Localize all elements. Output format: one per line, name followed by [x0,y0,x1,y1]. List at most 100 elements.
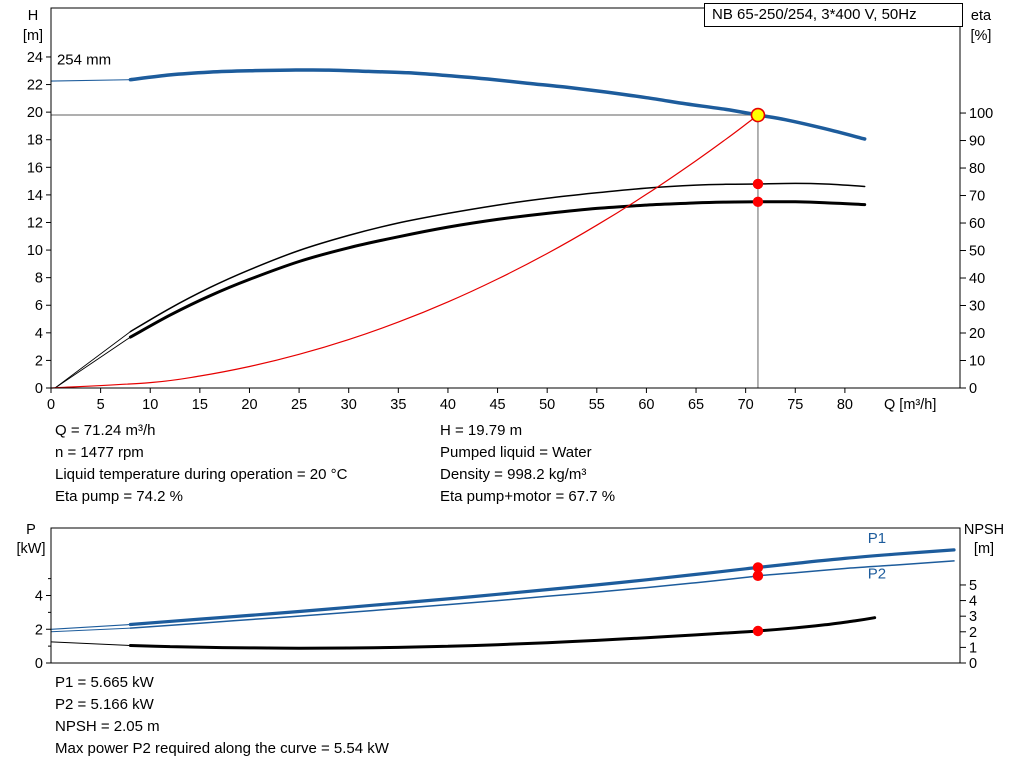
head-curve-254mm [128,68,867,141]
qh-eta-chart: 0 5 10 15 20 25 30 35 40 45 50 55 60 65 70 75 80 Q [m³/h]… [23,7,993,413]
npsh-curve [128,616,877,650]
svg-text:0: 0 [35,656,43,672]
liquid-temperature-text: Liquid temperature during operation = 20… [55,466,348,483]
p2-text: P2 = 5.166 kW [55,696,154,713]
left-axis-title: [m] [23,28,43,44]
svg-text:22: 22 [27,78,43,94]
svg-text:12: 12 [27,215,43,231]
svg-text:70: 70 [738,397,754,413]
right-axis-title: eta [971,8,992,24]
duty-info-right: H = 19.79 m Pumped liquid = Water Densit… [440,420,615,508]
system-curve [50,114,759,389]
svg-text:80: 80 [969,161,985,177]
svg-text:65: 65 [688,397,704,413]
pumped-liquid-text: Pumped liquid = Water [440,444,592,461]
p2-label: P2 [868,565,886,582]
p1-curve [128,548,956,627]
svg-text:15: 15 [192,397,208,413]
svg-text:24: 24 [27,50,43,66]
svg-text:5: 5 [97,397,105,413]
left-axis-title: H [28,8,38,24]
duty-point[interactable] [750,107,766,123]
svg-text:6: 6 [35,298,43,314]
p2-point [752,570,764,582]
plot-border [50,527,961,664]
plot-border [50,7,961,389]
pump-type-label: NB 65-250/254, 3*400 V, 50Hz [704,3,963,27]
x-axis-title: Q [m³/h] [884,397,936,413]
svg-text:3: 3 [969,609,977,625]
svg-text:1: 1 [969,640,977,656]
eta-pump-motor-curve [128,200,867,339]
power-info: P1 = 5.665 kW P2 = 5.166 kW NPSH = 2.05 … [55,672,389,760]
svg-text:30: 30 [969,299,985,315]
svg-text:55: 55 [589,397,605,413]
eta-pump-lead [54,331,131,389]
npsh-point [752,625,764,637]
p2-curve-lead [50,627,131,633]
svg-text:16: 16 [27,160,43,176]
svg-text:2: 2 [969,625,977,641]
right-axis-title: NPSH [964,522,1004,538]
svg-text:50: 50 [539,397,555,413]
duty-info-left: Q = 71.24 m³/h n = 1477 rpm Liquid tempe… [55,420,347,508]
svg-text:20: 20 [241,397,257,413]
npsh-text: NPSH = 2.05 m [55,718,160,735]
impeller-diameter-label: 254 mm [57,52,111,69]
flow-text: Q = 71.24 m³/h [55,422,156,439]
right-axis: 0 10 20 30 40 50 60 70 80 90 100 eta [%] [960,8,993,397]
svg-text:40: 40 [440,397,456,413]
p1-point [752,562,764,573]
svg-text:35: 35 [390,397,406,413]
svg-text:10: 10 [27,243,43,259]
svg-text:90: 90 [969,134,985,150]
svg-text:4: 4 [35,326,43,342]
svg-text:0: 0 [969,656,977,672]
svg-text:75: 75 [787,397,803,413]
svg-text:60: 60 [638,397,654,413]
svg-text:14: 14 [27,188,43,204]
svg-text:0: 0 [969,381,977,397]
speed-text: n = 1477 rpm [55,444,144,461]
svg-text:0: 0 [47,397,55,413]
eta-pump-text: Eta pump = 74.2 % [55,488,183,505]
eta-pump-motor-text: Eta pump+motor = 67.7 % [440,488,616,505]
svg-text:20: 20 [27,105,43,121]
left-axis-title: P [26,522,36,538]
svg-text:20: 20 [969,326,985,342]
svg-text:4: 4 [969,594,977,610]
svg-text:4: 4 [35,589,43,605]
p1-text: P1 = 5.665 kW [55,674,154,691]
svg-text:10: 10 [969,354,985,370]
eta-pump-motor-lead [54,336,131,389]
svg-text:30: 30 [341,397,357,413]
p2-curve [129,560,955,629]
density-text: Density = 998.2 kg/m³ [440,466,587,483]
p1-label: P1 [868,530,886,547]
svg-text:8: 8 [35,271,43,287]
x-axis: 0 5 10 15 20 25 30 35 40 45 50 55 60 65 70 75 80 Q [m³/h] [47,388,936,413]
head-text: H = 19.79 m [440,422,523,439]
duty-lines [51,114,759,388]
svg-text:80: 80 [837,397,853,413]
eta-pump-point [752,178,764,190]
svg-text:2: 2 [35,353,43,369]
svg-text:25: 25 [291,397,307,413]
svg-text:10: 10 [142,397,158,413]
left-axis-title: [kW] [17,541,46,557]
svg-text:2: 2 [35,622,43,638]
svg-text:50: 50 [969,244,985,260]
svg-text:40: 40 [969,271,985,287]
svg-text:5: 5 [969,578,977,594]
svg-text:0: 0 [35,381,43,397]
right-axis-title: [m] [974,541,994,557]
svg-text:60: 60 [969,216,985,232]
svg-text:45: 45 [489,397,505,413]
svg-text:18: 18 [27,133,43,149]
svg-text:70: 70 [969,189,985,205]
p1-curve-lead [50,623,131,630]
svg-text:100: 100 [969,106,993,122]
